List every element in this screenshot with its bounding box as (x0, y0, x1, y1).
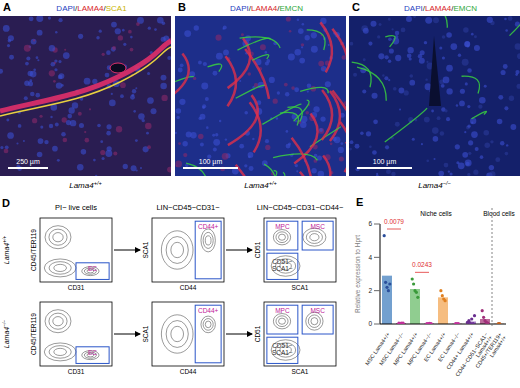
svg-text:Lama4+/+: Lama4+/+ (69, 180, 102, 190)
svg-text:CD45/TER119: CD45/TER119 (30, 313, 37, 355)
svg-text:0.0079: 0.0079 (384, 218, 404, 225)
svg-text:LIN−CD45−CD31−CD44−: LIN−CD45−CD31−CD44− (257, 203, 344, 212)
svg-text:B: B (178, 1, 186, 13)
svg-text:CD51−SCA1−: CD51−SCA1− (272, 258, 293, 272)
svg-text:E: E (356, 196, 363, 208)
svg-text:CD51: CD51 (254, 241, 261, 258)
svg-text:CD44+: CD44+ (198, 223, 219, 230)
svg-text:250 µm: 250 µm (16, 158, 40, 166)
svg-text:A: A (3, 1, 11, 13)
svg-text:Lama4+/+: Lama4+/+ (244, 180, 277, 190)
svg-text:C: C (352, 1, 360, 13)
svg-text:Niche cells: Niche cells (420, 210, 452, 217)
svg-text:EC: EC (88, 349, 97, 356)
svg-text:0: 0 (368, 320, 372, 327)
svg-text:CD45+/TER119+Lama4+/+: CD45+/TER119+Lama4+/+ (474, 331, 507, 372)
svg-text:0.0243: 0.0243 (412, 261, 432, 268)
svg-text:Relative expression to Hprt: Relative expression to Hprt (354, 235, 362, 313)
svg-text:MSC: MSC (310, 223, 325, 230)
svg-text:MPC: MPC (275, 223, 290, 230)
svg-text:SCA1: SCA1 (142, 325, 149, 342)
svg-text:4: 4 (368, 254, 372, 261)
svg-text:100 µm: 100 µm (373, 158, 397, 166)
svg-text:Lama4−/−: Lama4−/− (2, 320, 10, 349)
svg-text:MSC: MSC (310, 307, 325, 314)
svg-text:CD44: CD44 (180, 368, 197, 375)
svg-text:CD45/TER119: CD45/TER119 (30, 229, 37, 271)
svg-text:Lama4−/−: Lama4−/− (418, 180, 451, 190)
svg-text:6: 6 (368, 220, 372, 227)
svg-text:100 µm: 100 µm (198, 158, 222, 166)
svg-text:EC: EC (88, 265, 97, 272)
svg-text:LIN−CD45−CD31−: LIN−CD45−CD31− (156, 203, 220, 212)
svg-text:SCA1: SCA1 (292, 368, 309, 375)
svg-text:CD51−SCA1−: CD51−SCA1− (272, 342, 293, 356)
svg-text:2: 2 (368, 287, 372, 294)
svg-text:CD44+: CD44+ (198, 307, 219, 314)
svg-text:SCA1: SCA1 (292, 284, 309, 291)
svg-text:D: D (2, 197, 10, 209)
svg-text:CD31: CD31 (68, 368, 85, 375)
svg-text:MPC: MPC (275, 307, 290, 314)
svg-text:DAPI/LAMA4/EMCN: DAPI/LAMA4/EMCN (404, 4, 477, 13)
svg-text:DAPI/LAMA4/EMCN: DAPI/LAMA4/EMCN (230, 4, 303, 13)
svg-text:CD31: CD31 (68, 284, 85, 291)
svg-text:CD51: CD51 (254, 325, 261, 342)
svg-text:CD44: CD44 (180, 284, 197, 291)
svg-text:Blood cells: Blood cells (483, 210, 515, 217)
svg-text:Lama4+/+: Lama4+/+ (2, 236, 10, 265)
svg-text:SCA1: SCA1 (142, 241, 149, 258)
svg-text:PI− live cells: PI− live cells (55, 203, 97, 212)
svg-text:DAPI/LAMA4/SCA1: DAPI/LAMA4/SCA1 (56, 4, 127, 13)
